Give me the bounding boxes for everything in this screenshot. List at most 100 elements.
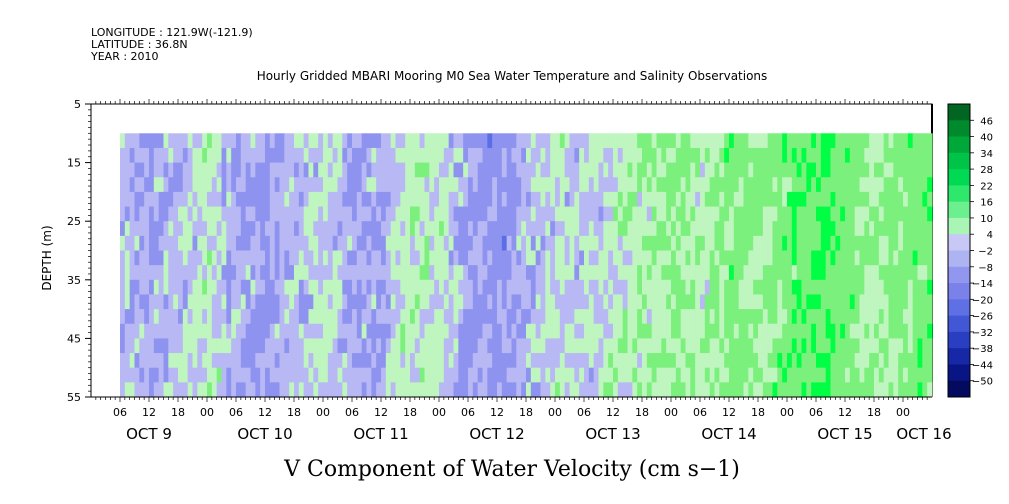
colorbar-segment xyxy=(948,348,970,365)
heatmap-cell xyxy=(540,323,546,339)
heatmap-cell xyxy=(385,206,392,222)
heatmap-cell xyxy=(236,353,242,369)
heatmap-cell xyxy=(782,294,788,310)
heatmap-cell xyxy=(182,147,189,164)
heatmap-cell xyxy=(854,279,861,296)
heatmap-cell xyxy=(120,235,126,252)
heatmap-cell xyxy=(347,147,353,164)
heatmap-cell xyxy=(883,294,890,310)
heatmap-cell xyxy=(632,191,638,208)
heatmap-cell xyxy=(323,133,329,149)
heatmap-cell xyxy=(405,338,411,354)
heatmap-cell xyxy=(811,353,817,369)
heatmap-cell xyxy=(753,338,759,354)
heatmap-cell xyxy=(231,309,237,325)
heatmap-cell xyxy=(511,250,517,266)
heatmap-cell xyxy=(511,177,517,193)
heatmap-cell xyxy=(158,294,165,310)
heatmap-cell xyxy=(782,309,788,325)
heatmap-cell xyxy=(352,133,358,149)
heatmap-cell xyxy=(250,147,256,164)
heatmap-cell xyxy=(874,162,880,178)
heatmap-cell xyxy=(690,162,696,178)
heatmap-cell xyxy=(487,221,493,237)
heatmap-cell xyxy=(269,294,276,310)
heatmap-cell xyxy=(782,162,788,178)
heatmap-cell xyxy=(859,294,865,310)
heatmap-cell xyxy=(187,367,194,383)
heatmap-cell xyxy=(405,162,411,178)
heatmap-cell xyxy=(816,367,822,383)
heatmap-cell xyxy=(202,177,208,193)
heatmap-cell xyxy=(704,235,711,252)
heatmap-cell xyxy=(250,309,256,325)
heatmap-cell xyxy=(864,191,870,208)
heatmap-cell xyxy=(869,206,875,222)
heatmap-cell xyxy=(796,279,803,296)
heatmap-cell xyxy=(584,133,590,149)
heatmap-cell xyxy=(820,133,827,149)
heatmap-cell xyxy=(762,382,769,398)
heatmap-cell xyxy=(260,235,266,252)
heatmap-cell xyxy=(762,147,769,164)
heatmap-cell xyxy=(207,162,213,178)
heatmap-cell xyxy=(410,250,416,266)
heatmap-cell xyxy=(327,367,334,383)
heatmap-cell xyxy=(816,279,822,296)
heatmap-cell xyxy=(864,338,870,354)
heatmap-cell xyxy=(439,309,445,325)
heatmap-cell xyxy=(840,147,846,164)
heatmap-cell xyxy=(820,147,827,164)
heatmap-cell xyxy=(907,279,914,296)
heatmap-cell xyxy=(381,250,387,266)
heatmap-cell xyxy=(825,309,832,325)
heatmap-cell xyxy=(758,265,764,281)
heatmap-cell xyxy=(700,221,706,237)
heatmap-cell xyxy=(289,235,295,252)
heatmap-cell xyxy=(588,191,595,208)
heatmap-cell xyxy=(690,265,696,281)
heatmap-cell xyxy=(443,309,450,325)
heatmap-cell xyxy=(801,353,807,369)
heatmap-cell xyxy=(787,250,793,266)
heatmap-cell xyxy=(917,338,923,354)
heatmap-cell xyxy=(463,191,469,208)
heatmap-cell xyxy=(501,162,508,178)
heatmap-cell xyxy=(240,147,247,164)
heatmap-cell xyxy=(236,309,242,325)
heatmap-cell xyxy=(738,309,745,325)
heatmap-cell xyxy=(439,235,445,252)
heatmap-cell xyxy=(584,338,590,354)
heatmap-cell xyxy=(284,221,290,237)
x-day-label: OCT 12 xyxy=(469,425,524,443)
heatmap-cell xyxy=(535,338,542,354)
heatmap-cell xyxy=(719,367,725,383)
heatmap-cell xyxy=(274,279,281,296)
heatmap-cell xyxy=(748,147,754,164)
heatmap-cell xyxy=(124,133,131,149)
heatmap-cell xyxy=(289,279,295,296)
heatmap-cell xyxy=(714,367,720,383)
heatmap-cell xyxy=(458,382,464,398)
heatmap-cell xyxy=(704,367,711,383)
heatmap-cell xyxy=(912,323,919,339)
heatmap-cell xyxy=(603,367,609,383)
heatmap-cell xyxy=(448,133,455,149)
heatmap-cell xyxy=(675,206,682,222)
heatmap-cell xyxy=(124,367,131,383)
heatmap-cell xyxy=(820,162,827,178)
heatmap-cell xyxy=(796,235,803,252)
heatmap-cell xyxy=(791,367,798,383)
heatmap-cell xyxy=(526,221,532,237)
heatmap-cell xyxy=(545,279,551,296)
heatmap-cell xyxy=(149,235,155,252)
heatmap-cell xyxy=(139,309,145,325)
heatmap-cell xyxy=(458,338,464,354)
heatmap-cell xyxy=(501,191,508,208)
heatmap-cell xyxy=(124,338,131,354)
heatmap-cell xyxy=(777,250,783,266)
heatmap-cell xyxy=(893,162,899,178)
heatmap-cell xyxy=(801,147,807,164)
heatmap-cell xyxy=(168,309,174,325)
heatmap-cell xyxy=(859,221,865,237)
